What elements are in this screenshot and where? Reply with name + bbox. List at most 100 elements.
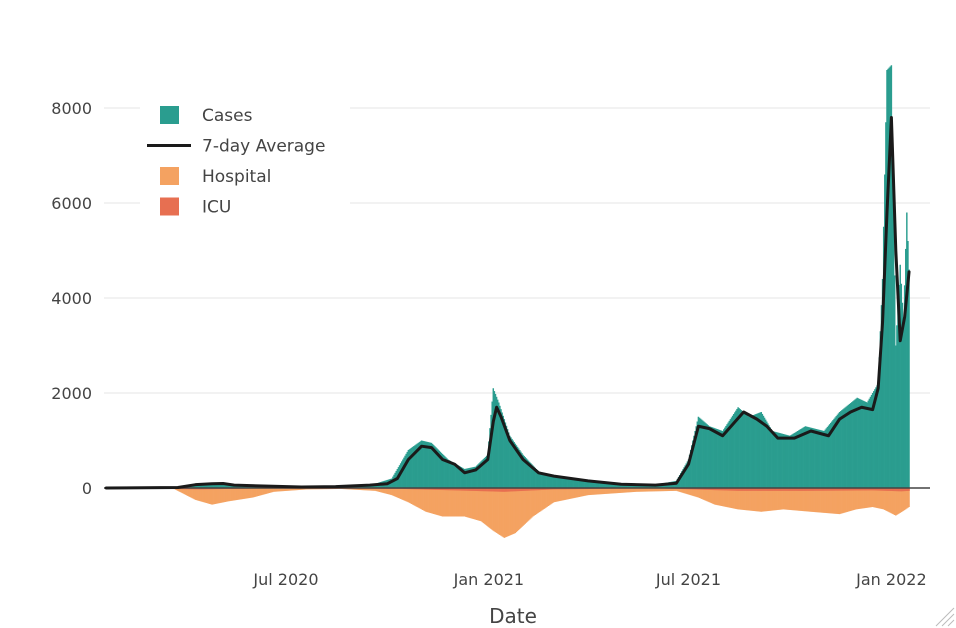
hospital-bar bbox=[197, 488, 199, 501]
cases-bar bbox=[852, 401, 854, 488]
cases-bar bbox=[490, 414, 492, 488]
cases-bar bbox=[772, 431, 775, 488]
hospital-bar bbox=[542, 488, 544, 510]
cases-bar bbox=[458, 465, 460, 488]
icu-bar bbox=[476, 488, 478, 492]
cases-bar bbox=[778, 432, 780, 488]
hospital-bar bbox=[848, 488, 851, 512]
cases-bar bbox=[728, 420, 731, 488]
hospital-bar bbox=[367, 488, 370, 491]
cases-bar bbox=[859, 399, 862, 488]
hospital-bar bbox=[552, 488, 554, 503]
hospital-bar bbox=[582, 488, 585, 497]
hospital-bar bbox=[839, 488, 842, 514]
legend[interactable]: Cases 7-day Average Hospital ICU bbox=[140, 96, 350, 222]
hospital-bar bbox=[264, 488, 266, 495]
hospital-bar bbox=[805, 488, 808, 512]
hospital-bar bbox=[751, 488, 754, 511]
cases-bar bbox=[469, 467, 471, 488]
cases-bar bbox=[408, 449, 411, 488]
cases-bar bbox=[688, 454, 691, 488]
cases-bar bbox=[462, 468, 465, 488]
hospital-bar bbox=[682, 488, 684, 493]
hospital-bar bbox=[896, 488, 898, 515]
cases-bar bbox=[807, 427, 810, 488]
legend-item[interactable]: Cases bbox=[160, 106, 253, 126]
hospital-bar bbox=[717, 488, 719, 506]
cases-bar bbox=[806, 426, 809, 488]
cases-bar bbox=[815, 429, 818, 488]
hospital-bar bbox=[490, 488, 492, 530]
cases-bar bbox=[600, 482, 603, 488]
icu-bar bbox=[426, 488, 428, 490]
icu-bar bbox=[539, 488, 542, 491]
cases-bar bbox=[423, 441, 425, 488]
hospital-bar bbox=[182, 488, 185, 494]
cases-bar bbox=[415, 444, 417, 488]
hospital-bar bbox=[499, 488, 501, 536]
icu-bar bbox=[470, 488, 472, 491]
hospital-bar bbox=[578, 488, 581, 497]
hospital-bar bbox=[525, 488, 528, 523]
hospital-bar bbox=[567, 488, 569, 500]
hospital-bar bbox=[515, 488, 518, 533]
legend-item[interactable]: 7-day Average bbox=[147, 137, 325, 157]
hospital-bar bbox=[457, 488, 459, 517]
cases-bar bbox=[560, 477, 563, 488]
hospital-bar bbox=[893, 488, 896, 515]
hospital-bar bbox=[408, 488, 411, 503]
legend-item[interactable]: ICU bbox=[160, 197, 231, 218]
icu-bar bbox=[484, 488, 487, 492]
hospital-bar bbox=[879, 488, 882, 509]
icu-bar bbox=[755, 488, 757, 491]
cases-bar bbox=[477, 464, 479, 488]
hospital-bar bbox=[285, 488, 287, 491]
icu-bar bbox=[875, 488, 877, 491]
icu-bar bbox=[887, 488, 889, 491]
hospital-bar bbox=[731, 488, 734, 509]
hospital-bar bbox=[698, 488, 701, 498]
hospital-bar bbox=[653, 488, 656, 492]
cases-bar bbox=[695, 426, 697, 488]
hospital-bar bbox=[759, 488, 761, 512]
resize-handle-icon[interactable] bbox=[935, 607, 955, 627]
legend-item[interactable]: Hospital bbox=[160, 167, 271, 187]
icu-bar bbox=[740, 488, 743, 491]
cases-bar bbox=[629, 484, 631, 488]
cases-bar bbox=[737, 407, 739, 488]
hospital-bar bbox=[887, 488, 889, 512]
hospital-bar bbox=[691, 488, 693, 496]
icu-bar bbox=[739, 488, 742, 491]
hospital-bar bbox=[757, 488, 759, 512]
icu-bar bbox=[425, 488, 427, 490]
hospital-bar bbox=[530, 488, 532, 519]
cases-bar bbox=[834, 417, 836, 488]
hospital-bar bbox=[752, 488, 755, 511]
hospital-bar bbox=[255, 488, 257, 497]
cases-bar bbox=[566, 477, 568, 488]
hospital-bar bbox=[298, 488, 300, 490]
hospital-bar bbox=[473, 488, 476, 520]
cases-bar bbox=[752, 415, 755, 488]
hospital-bar bbox=[614, 488, 617, 494]
hospital-bar bbox=[742, 488, 745, 510]
cases-bar bbox=[857, 398, 860, 488]
hospital-bar bbox=[835, 488, 837, 514]
cases-bar bbox=[717, 429, 719, 488]
hospital-bar bbox=[735, 488, 737, 509]
hospital-bar bbox=[799, 488, 801, 511]
hospital-bar bbox=[487, 488, 489, 527]
hospital-bar bbox=[275, 488, 277, 492]
icu-bar bbox=[899, 488, 901, 492]
cases-bar bbox=[597, 481, 599, 488]
cases-bar bbox=[410, 447, 413, 489]
x-tick-label: Jul 2020 bbox=[252, 570, 318, 589]
hospital-bar bbox=[219, 488, 221, 504]
hospital-bar bbox=[437, 488, 439, 516]
cases-bar bbox=[546, 474, 549, 488]
hospital-bar bbox=[415, 488, 417, 507]
cases-bar bbox=[750, 415, 753, 488]
hospital-bar bbox=[721, 488, 724, 507]
icu-bar bbox=[723, 488, 725, 491]
hospital-bar bbox=[373, 488, 375, 491]
